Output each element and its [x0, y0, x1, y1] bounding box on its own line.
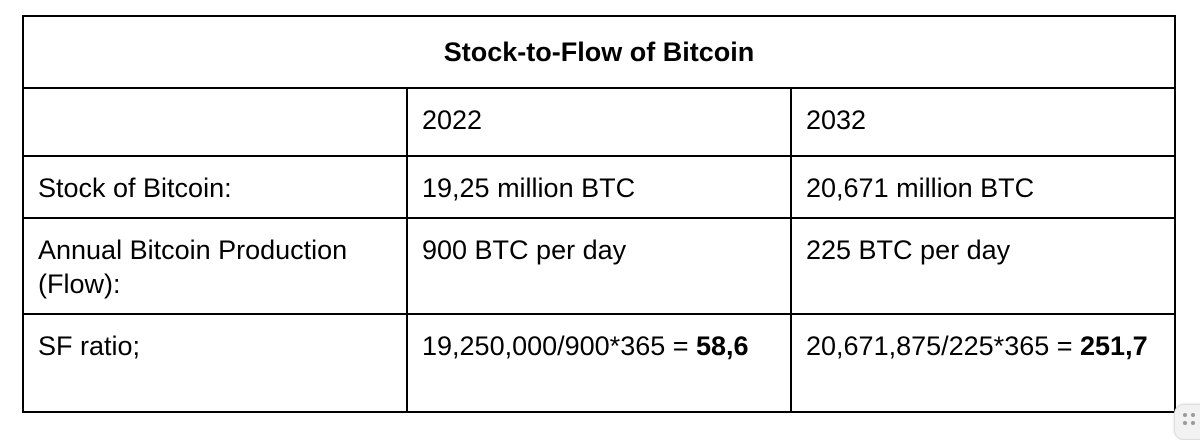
- header-blank-cell: [22, 87, 408, 157]
- title-row: Stock-to-Flow of Bitcoin: [22, 15, 1176, 89]
- stock-2022: 19,25 million BTC: [406, 155, 792, 219]
- table-title: Stock-to-Flow of Bitcoin: [22, 15, 1176, 89]
- grip-dot: [1191, 421, 1195, 425]
- flow-label: Annual Bitcoin Production (Flow):: [22, 217, 408, 315]
- grip-dot: [1183, 421, 1187, 425]
- grip-dot: [1183, 413, 1187, 417]
- flow-2032: 225 BTC per day: [790, 217, 1176, 315]
- flow-row: Annual Bitcoin Production (Flow): 900 BT…: [22, 217, 1176, 315]
- header-year-2022: 2022: [406, 87, 792, 157]
- sf-label: SF ratio;: [22, 313, 408, 413]
- grip-dot: [1191, 413, 1195, 417]
- sf-2022-result: 58,6: [696, 331, 749, 361]
- stock-label: Stock of Bitcoin:: [22, 155, 408, 219]
- sf-ratio-row: SF ratio; 19,250,000/900*365 = 58,6 20,6…: [22, 313, 1176, 413]
- flow-2022: 900 BTC per day: [406, 217, 792, 315]
- sf-2022-formula: 19,250,000/900*365 =: [422, 331, 697, 361]
- sf-2032-result: 251,7: [1080, 331, 1148, 361]
- header-year-2032: 2032: [790, 87, 1176, 157]
- stock-to-flow-table: Stock-to-Flow of Bitcoin 2022 2032 Stock…: [22, 15, 1176, 413]
- sf-2032-cell: 20,671,875/225*365 = 251,7: [790, 313, 1176, 413]
- stock-2032: 20,671 million BTC: [790, 155, 1176, 219]
- year-header-row: 2022 2032: [22, 87, 1176, 157]
- grip-dots-icon[interactable]: [1174, 404, 1200, 440]
- stock-row: Stock of Bitcoin: 19,25 million BTC 20,6…: [22, 155, 1176, 219]
- sf-2032-formula: 20,671,875/225*365 =: [806, 331, 1081, 361]
- sf-2022-cell: 19,250,000/900*365 = 58,6: [406, 313, 792, 413]
